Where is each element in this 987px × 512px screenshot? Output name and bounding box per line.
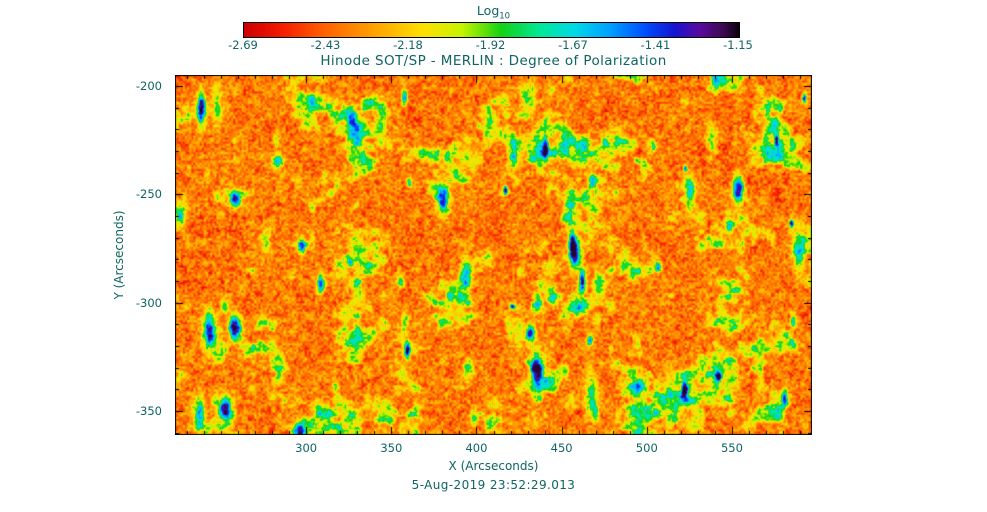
colorbar-tick-label: -1.92 bbox=[475, 38, 506, 52]
colorbar-tick-label: -2.69 bbox=[228, 38, 258, 52]
plot-title: Hinode SOT/SP - MERLIN : Degree of Polar… bbox=[320, 53, 667, 69]
x-tick-label: 300 bbox=[295, 441, 318, 455]
x-tick-label: 350 bbox=[380, 441, 403, 455]
y-tick-label: -200 bbox=[135, 78, 162, 93]
colorbar-title-subscript: 10 bbox=[499, 11, 511, 22]
timestamp: 5-Aug-2019 23:52:29.013 bbox=[411, 478, 576, 492]
y-tick-label: -350 bbox=[135, 404, 162, 419]
colorbar-ticks: -2.69 -2.43 -2.18 -1.92 -1.67 -1.41 -1.15 bbox=[228, 38, 753, 52]
heatmap-canvas bbox=[175, 75, 812, 435]
y-axis-label: Y (Arcseconds) bbox=[112, 210, 126, 300]
colorbar-tick-label: -2.43 bbox=[310, 38, 341, 52]
colorbar bbox=[243, 22, 740, 38]
colorbar-title: Log10 bbox=[175, 3, 812, 22]
x-tick-label: 450 bbox=[550, 441, 573, 455]
colorbar-tick-label: -1.67 bbox=[558, 38, 588, 52]
y-tick-label: -250 bbox=[135, 187, 162, 202]
x-axis-label: X (Arcseconds) bbox=[448, 459, 539, 473]
colorbar-tick-label: -2.18 bbox=[393, 38, 423, 52]
colorbar-title-text: Log bbox=[476, 3, 500, 18]
y-axis-ticks: -200 -250 -300 -350 bbox=[0, 75, 168, 435]
colorbar-tick-label: -1.15 bbox=[723, 38, 753, 52]
x-tick-label: 500 bbox=[635, 441, 658, 455]
y-tick-label: -300 bbox=[135, 295, 162, 310]
x-tick-label: 400 bbox=[465, 441, 488, 455]
colorbar-tick-label: -1.41 bbox=[640, 38, 671, 52]
x-tick-label: 550 bbox=[720, 441, 743, 455]
x-axis-ticks: 300 350 400 450 500 550 bbox=[175, 441, 812, 455]
